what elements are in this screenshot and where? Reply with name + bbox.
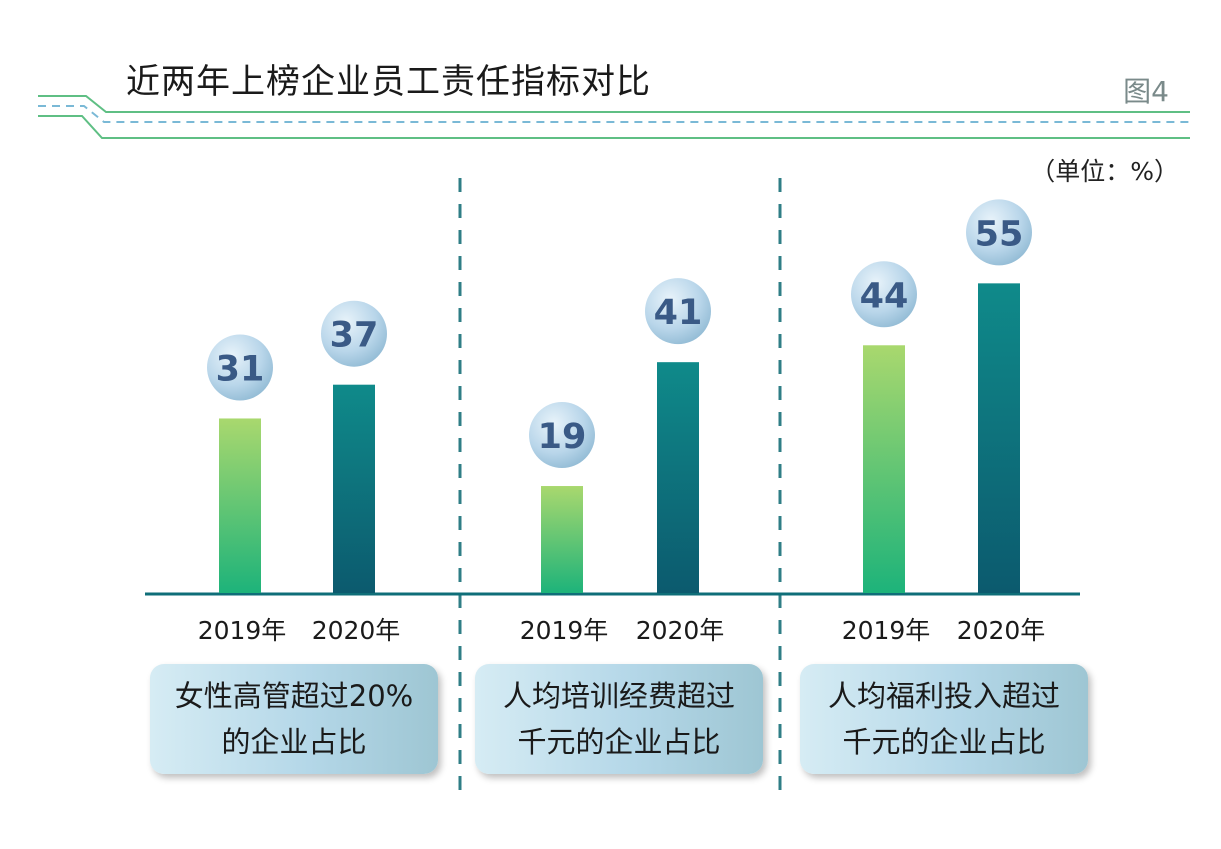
x-tick-label-group2-2020: 2020年 [636,616,725,645]
value-bubble-group1-2019 [207,334,273,401]
bar-group3-2019 [863,345,905,593]
chart-title: 近两年上榜企业员工责任指标对比 [126,62,651,102]
value-label-group1-2019: 31 [216,349,265,389]
value-bubble-group1-2020 [321,300,387,367]
bar-group2-2019 [541,486,583,593]
header-guide-lines [38,95,1190,139]
value-label-group3-2019: 44 [860,276,909,316]
group-label-card-3: 人均福利投入超过 千元的企业占比 [800,664,1088,774]
group-label-card-2: 人均培训经费超过 千元的企业占比 [475,664,763,774]
group-label-card-1-line1: 女性高管超过20% [174,679,414,713]
value-label-group3-2020: 55 [975,214,1024,254]
value-label-group1-2020: 37 [330,316,379,356]
group-label-card-2-line1: 人均培训经费超过 [502,679,735,713]
x-tick-label-group3-2019: 2019年 [842,616,931,645]
x-tick-label-group1-2019: 2019年 [198,616,287,645]
x-tick-label-group2-2019: 2019年 [520,616,609,645]
group-label-card-3-line1: 人均福利投入超过 [827,679,1060,713]
bar-group3-2020 [978,283,1020,593]
group-label-card-1: 女性高管超过20% 的企业占比 [150,664,438,774]
bar-group2-2020 [657,362,699,593]
figure-label: 图4 [1123,75,1169,108]
group-label-card-2-line2: 千元的企业占比 [517,725,721,759]
value-label-group2-2019: 19 [538,417,587,457]
x-tick-label-group3-2020: 2020年 [957,616,1046,645]
value-bubble-group2-2019 [529,402,595,469]
value-label-group2-2020: 41 [654,293,703,333]
group-label-card-3-line2: 千元的企业占比 [842,725,1046,759]
value-bubble-group3-2019 [851,261,917,328]
value-bubble-group3-2020 [966,199,1032,266]
group-label-card-1-line2: 的企业占比 [221,725,367,759]
bar-group1-2020 [333,384,375,593]
unit-label: （单位：%） [1030,157,1179,186]
bar-group1-2019 [219,418,261,593]
value-bubble-group2-2020 [645,278,711,345]
x-tick-label-group1-2020: 2020年 [312,616,401,645]
